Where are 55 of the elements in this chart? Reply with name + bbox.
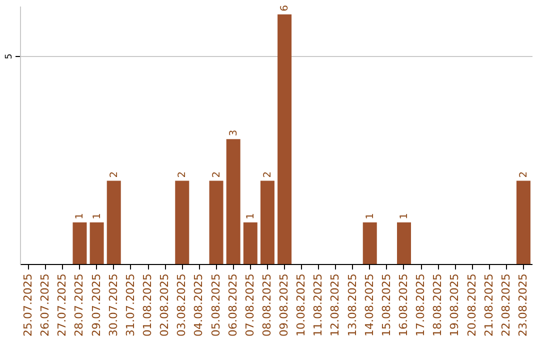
- x-tick-label: 14.08.2025: [362, 274, 376, 336]
- x-tick-label: 26.07.2025: [38, 274, 52, 336]
- bar: [397, 222, 411, 264]
- bar: [106, 180, 121, 264]
- data-label: 2: [262, 171, 274, 178]
- bar: [516, 180, 530, 264]
- x-tick-label: 07.08.2025: [243, 274, 256, 336]
- x-tick-label: 21.08.2025: [482, 274, 496, 336]
- data-label: 1: [364, 213, 376, 220]
- x-tick-label: 22.08.2025: [499, 274, 512, 336]
- bar: [362, 222, 377, 264]
- x-tick-label: 17.08.2025: [414, 274, 428, 336]
- x-tick-label: 30.07.2025: [106, 274, 120, 336]
- data-label: 1: [399, 213, 410, 220]
- x-tick-label: 20.08.2025: [465, 274, 478, 336]
- x-tick-label: 11.08.2025: [312, 274, 325, 336]
- bar: [72, 222, 87, 264]
- x-tick-label: 23.08.2025: [516, 274, 530, 336]
- data-label: 6: [280, 4, 291, 12]
- data-label: 2: [177, 171, 188, 178]
- data-label: 3: [228, 130, 240, 136]
- x-tick-label: 08.08.2025: [260, 274, 274, 336]
- x-tick-label: 16.08.2025: [397, 274, 410, 336]
- data-label: 1: [74, 213, 86, 220]
- bar: [90, 222, 104, 264]
- bar: [226, 139, 240, 264]
- x-tick-label: 29.07.2025: [90, 274, 103, 336]
- x-tick-label: 04.08.2025: [192, 274, 206, 336]
- x-tick-label: 06.08.2025: [226, 274, 240, 336]
- data-label: 2: [211, 171, 222, 178]
- x-tick-label: 10.08.2025: [294, 274, 308, 336]
- x-tick-label: 25.07.2025: [22, 274, 35, 336]
- x-tick-label: 19.08.2025: [448, 274, 462, 336]
- x-tick-label: 09.08.2025: [278, 274, 291, 336]
- x-tick-label: 13.08.2025: [346, 274, 359, 336]
- bar: [209, 180, 224, 264]
- x-tick-label: 05.08.2025: [209, 274, 222, 336]
- x-tick-label: 03.08.2025: [175, 274, 188, 336]
- x-tick-label: 31.07.2025: [124, 274, 137, 336]
- bar: [278, 14, 292, 264]
- bar: [260, 180, 274, 264]
- x-tick-label: 01.08.2025: [141, 274, 154, 336]
- data-label: 2: [518, 171, 530, 178]
- data-label: 1: [92, 213, 103, 220]
- x-tick-label: 12.08.2025: [328, 274, 342, 336]
- x-tick-label: 28.07.2025: [72, 274, 86, 336]
- bar: [243, 222, 258, 264]
- x-tick-label: 27.07.2025: [56, 274, 69, 336]
- x-tick-label: 15.08.2025: [380, 274, 393, 336]
- data-label: 2: [108, 171, 120, 178]
- x-tick-label: 02.08.2025: [158, 274, 172, 336]
- data-label: 1: [245, 213, 256, 220]
- bar: [175, 180, 190, 264]
- x-tick-label: 18.08.2025: [431, 274, 444, 336]
- y-tick-label: 5: [4, 54, 14, 60]
